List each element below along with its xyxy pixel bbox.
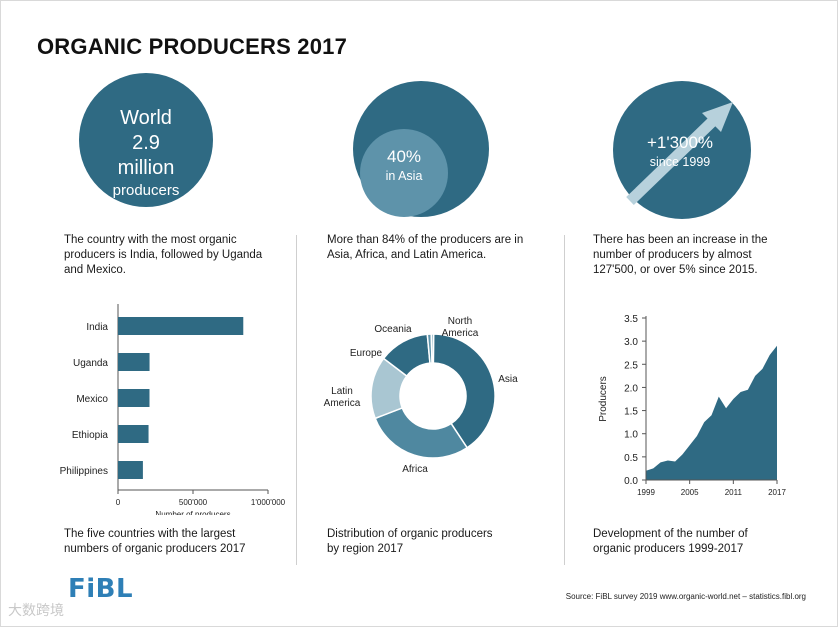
- growth-circle-line1: +1'300%: [646, 133, 714, 152]
- area-y-tick-label: 1.0: [624, 430, 638, 441]
- bar-india: [118, 317, 244, 335]
- panel1-description: The country with the most organic produc…: [64, 234, 263, 276]
- bar-x-tick-label: 0: [116, 498, 121, 507]
- world-circle-line2: 2.9: [132, 132, 160, 154]
- bar-ethiopia: [118, 425, 149, 443]
- panel3-caption: Development of the number of organic pro…: [593, 528, 748, 555]
- growth-circle-text: +1'300% since 1999: [628, 132, 732, 171]
- bar-x-tick-label: 500'000: [179, 498, 208, 507]
- area-y-tick-label: 0.5: [624, 453, 638, 464]
- panel3-description: There has been an increase in the number…: [593, 234, 768, 276]
- area-y-tick-label: 2.0: [624, 383, 638, 394]
- divider-1: [296, 235, 297, 565]
- area-y-tick-label: 3.5: [624, 314, 638, 325]
- bar-philippines: [118, 461, 143, 479]
- asia-circle: [353, 81, 489, 217]
- area-series: [646, 345, 777, 480]
- world-circle-line4: producers: [112, 182, 180, 199]
- world-circle-line1: World: [120, 107, 172, 129]
- area-x-tick-label: 2011: [725, 488, 743, 497]
- world-circle: [79, 73, 213, 207]
- donut-slice-north-america: [430, 333, 435, 364]
- fibl-logo: FiBL: [68, 574, 134, 604]
- donut-slice-africa: [374, 406, 469, 459]
- watermark: 大数跨境: [8, 602, 64, 618]
- donut-label-latin-america: Latin America: [324, 386, 361, 409]
- growth-circle: [613, 81, 751, 219]
- bar-mexico: [118, 389, 150, 407]
- bar-category-label: Ethiopia: [72, 430, 109, 441]
- divider-2: [564, 235, 565, 565]
- growth-arrow-head: [702, 102, 733, 132]
- asia-circle-label: in Asia: [385, 169, 423, 183]
- growth-arrow-shaft: [626, 114, 720, 205]
- world-circle-line3: million: [117, 157, 175, 179]
- bar-chart: India Uganda Mexico Ethiopia Philippines 0 500…: [60, 304, 286, 515]
- bar-x-axis-title: Number of producers: [155, 510, 230, 515]
- bar-category-label: Mexico: [76, 394, 108, 405]
- asia-circle-text: 40% in Asia: [359, 146, 449, 185]
- donut-label-oceania: Oceania: [374, 324, 412, 335]
- world-circle-text: World 2.9 million producers: [78, 106, 214, 201]
- area-x-tick-label: 2017: [768, 488, 786, 497]
- area-chart: 0.0 0.5 1.0 1.5 2.0 2.5 3.0 3.5 1999 2005 2011 2017…: [598, 314, 786, 497]
- bar-category-label: India: [86, 322, 108, 333]
- donut-label-africa: Africa: [402, 464, 428, 475]
- growth-circle-line2: since 1999: [649, 155, 711, 169]
- area-y-tick-label: 3.0: [624, 337, 638, 348]
- source-note: Source: FiBL survey 2019 www.organic-wor…: [565, 592, 806, 601]
- donut-label-europe: Europe: [350, 348, 383, 359]
- area-x-tick-label: 2005: [681, 488, 699, 497]
- area-y-axis-title: Producers: [598, 376, 609, 422]
- donut-label-north-america: North America: [442, 316, 479, 339]
- bar-category-label: Uganda: [73, 358, 108, 369]
- panel2-description: More than 84% of the producers are in As…: [327, 234, 524, 261]
- page-title: ORGANIC PRODUCERS 2017: [37, 34, 348, 59]
- area-x-tick-label: 1999: [637, 488, 655, 497]
- donut-slice-asia: [432, 333, 496, 449]
- donut-label-asia: Asia: [498, 374, 518, 385]
- asia-circle-pct: 40%: [386, 147, 422, 166]
- bar-uganda: [118, 353, 150, 371]
- panel1-caption: The five countries with the largest numb…: [64, 528, 246, 555]
- donut-chart: Asia Africa Latin America Europe Oceania North…: [324, 316, 519, 475]
- panel2-caption: Distribution of organic producers by reg…: [327, 528, 493, 555]
- area-y-tick-label: 2.5: [624, 360, 638, 371]
- area-y-tick-label: 1.5: [624, 407, 638, 418]
- area-y-tick-label: 0.0: [624, 476, 638, 487]
- bar-x-tick-label: 1'000'000: [251, 498, 286, 507]
- bar-category-label: Philippines: [60, 466, 108, 477]
